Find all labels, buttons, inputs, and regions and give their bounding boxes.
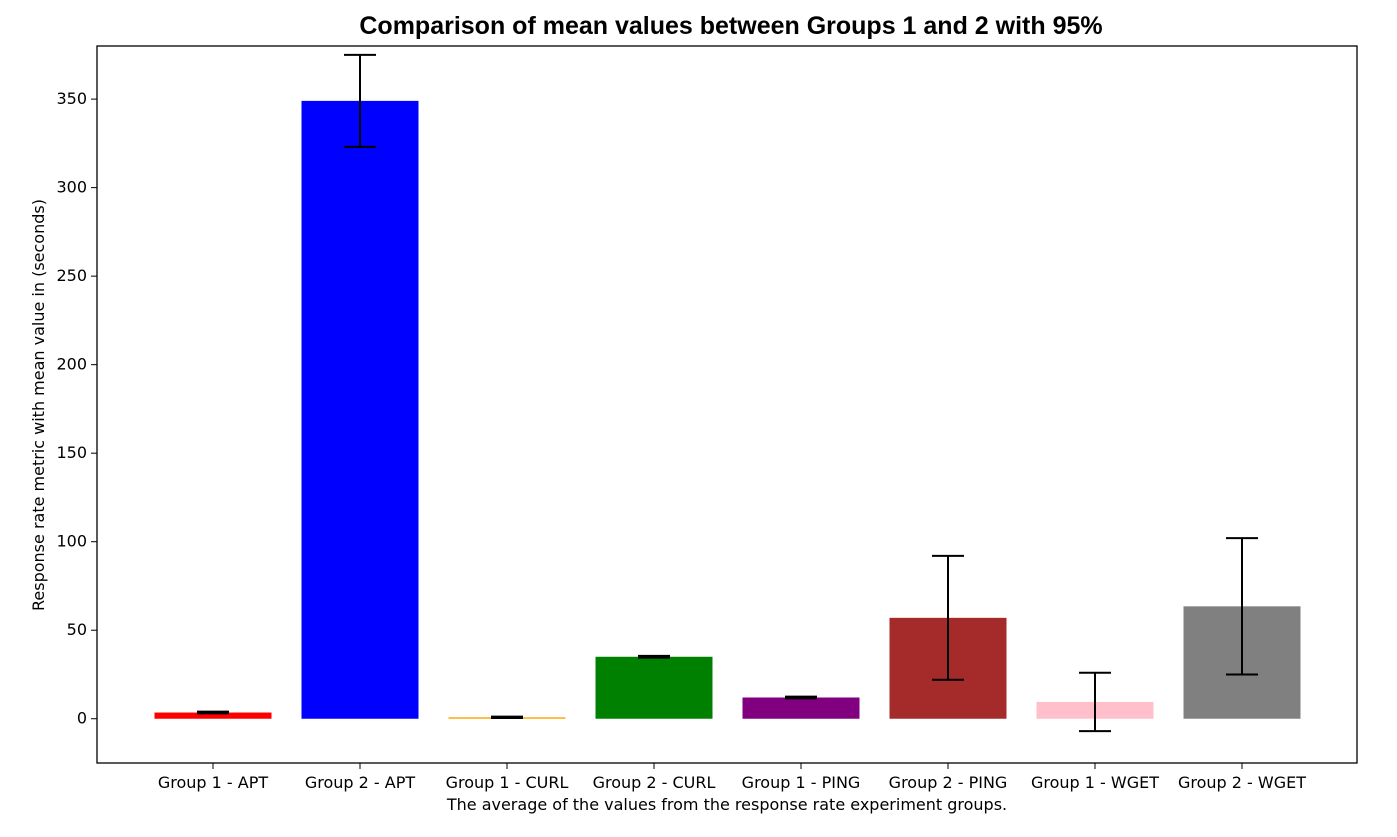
y-tick-label: 100 xyxy=(56,532,87,551)
x-tick-label: Group 2 - WGET xyxy=(1178,773,1306,792)
x-tick-label: Group 2 - PING xyxy=(889,773,1008,792)
bar xyxy=(301,100,419,719)
x-axis-label: The average of the values from the respo… xyxy=(446,795,1007,814)
y-tick-label: 250 xyxy=(56,266,87,285)
y-tick-label: 350 xyxy=(56,89,87,108)
chart-title: Comparison of mean values between Groups… xyxy=(359,12,1102,40)
y-tick-label: 50 xyxy=(67,620,87,639)
y-tick-label: 200 xyxy=(56,355,87,374)
plot-frame xyxy=(96,45,1358,764)
y-tick-label: 150 xyxy=(56,443,87,462)
y-tick-label: 0 xyxy=(77,709,87,728)
x-tick-label: Group 1 - APT xyxy=(158,773,269,792)
bar xyxy=(154,712,272,719)
x-tick-label: Group 1 - PING xyxy=(742,773,861,792)
x-tick-label: Group 2 - APT xyxy=(305,773,416,792)
x-tick-label: Group 1 - WGET xyxy=(1031,773,1159,792)
bar xyxy=(595,656,713,719)
x-tick-label: Group 1 - CURL xyxy=(446,773,569,792)
x-tick-label: Group 2 - CURL xyxy=(593,773,716,792)
y-tick-label: 300 xyxy=(56,178,87,197)
bar xyxy=(742,697,860,719)
y-axis-label: Response rate metric with mean value in … xyxy=(29,199,48,611)
